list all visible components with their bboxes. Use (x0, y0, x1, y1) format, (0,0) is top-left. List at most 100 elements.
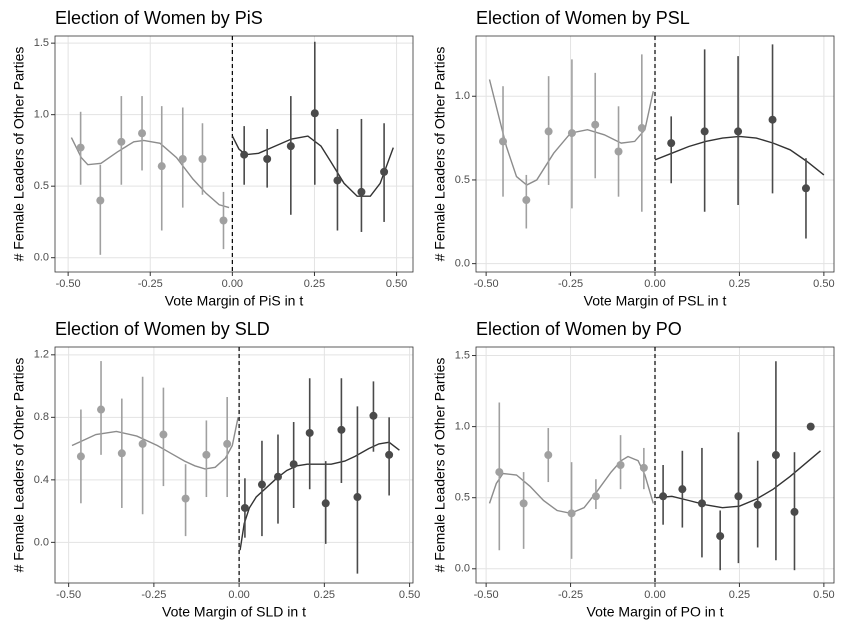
fit-curve (70, 137, 230, 209)
x-axis-label: Vote Margin of PSL in t (584, 293, 727, 309)
point (519, 499, 528, 508)
point (353, 493, 362, 502)
y-tick-label: 1.5 (455, 349, 470, 361)
x-axis-label: Vote Margin of PiS in t (165, 293, 304, 309)
x-tick-label: 0.50 (813, 589, 834, 601)
point (333, 176, 342, 185)
point (734, 127, 743, 136)
x-tick-label: 0.50 (399, 589, 420, 601)
point (567, 129, 576, 138)
point (637, 124, 646, 133)
y-tick-label: 0.0 (34, 252, 49, 264)
point (198, 155, 207, 164)
point (753, 500, 762, 509)
point (522, 196, 531, 205)
point (310, 109, 319, 118)
point (667, 139, 676, 148)
point (591, 492, 600, 501)
y-tick-label: 1.0 (34, 109, 49, 121)
fit-curve (488, 79, 654, 186)
fit-curve (71, 417, 239, 470)
x-axis-label: Vote Margin of SLD in t (162, 604, 306, 620)
y-tick-label: 1.5 (34, 37, 49, 49)
y-tick-label: 0.4 (34, 474, 49, 486)
point (157, 162, 166, 171)
y-tick-label: 0.0 (455, 258, 470, 270)
point (369, 411, 378, 420)
x-tick-label: -0.50 (474, 589, 499, 601)
panel: Election of Women by SLD # Female Leaders… (11, 319, 421, 620)
point (357, 187, 366, 196)
point (771, 451, 780, 460)
chart-title: Election of Women by PiS (55, 8, 263, 28)
plot-border (54, 35, 414, 273)
point (257, 480, 266, 489)
y-tick-label: 0.0 (34, 536, 49, 548)
x-tick-label: 0.50 (386, 278, 407, 290)
fit-curve (488, 455, 654, 515)
point (678, 485, 687, 494)
point (289, 460, 298, 469)
y-tick-label: 1.2 (34, 349, 49, 361)
point (790, 507, 799, 516)
y-tick-label: 1.0 (455, 90, 470, 102)
y-axis-label: # Female Leaders of Other Parties (432, 358, 448, 573)
x-tick-label: 0.00 (222, 278, 243, 290)
point (96, 196, 105, 205)
x-axis-label: Vote Margin of PO in t (587, 604, 724, 620)
point (616, 461, 625, 469)
x-tick-label: -0.25 (558, 278, 583, 290)
panel: Election of Women by PO # Female Leaders … (432, 319, 835, 620)
point (768, 115, 777, 124)
point (734, 492, 743, 501)
point (286, 142, 295, 151)
point (305, 428, 314, 437)
y-tick-label: 0.0 (455, 563, 470, 575)
point (76, 452, 85, 461)
y-tick-label: 0.5 (34, 180, 49, 192)
plot-background (55, 36, 413, 272)
point (544, 127, 553, 136)
fit-curve (654, 135, 825, 176)
point (223, 439, 232, 448)
point (499, 137, 508, 146)
point (219, 216, 228, 225)
point (117, 449, 126, 458)
panel: Election of Women by PSL # Female Leaders… (432, 8, 835, 309)
x-tick-label: -0.50 (56, 589, 81, 601)
point (495, 468, 504, 477)
point (801, 184, 810, 193)
y-axis-label: # Female Leaders of Other Parties (432, 47, 448, 262)
fit-curve (239, 441, 400, 551)
point (700, 127, 709, 136)
point (117, 137, 126, 146)
x-tick-label: 0.25 (304, 278, 325, 290)
point (614, 147, 623, 156)
x-tick-label: -0.25 (558, 589, 583, 601)
point (716, 532, 725, 541)
y-axis-label: # Female Leaders of Other Parties (11, 47, 27, 262)
x-tick-label: 0.25 (729, 278, 750, 290)
point (138, 129, 147, 138)
x-tick-label: -0.25 (138, 278, 163, 290)
point (639, 463, 648, 472)
point (240, 503, 249, 512)
point (240, 150, 249, 159)
point (97, 405, 106, 414)
plot-background (55, 347, 413, 583)
x-tick-label: -0.50 (56, 278, 81, 290)
x-tick-label: 0.25 (729, 589, 750, 601)
point (697, 499, 706, 508)
point (321, 499, 330, 508)
point (138, 439, 147, 448)
point (181, 494, 190, 503)
x-tick-label: 0.50 (813, 278, 834, 290)
point (544, 451, 553, 460)
point (178, 155, 187, 164)
point (202, 450, 211, 459)
x-tick-label: 0.00 (228, 589, 249, 601)
x-tick-label: -0.50 (474, 278, 499, 290)
chart-title: Election of Women by PSL (476, 8, 690, 28)
x-tick-label: -0.25 (141, 589, 166, 601)
